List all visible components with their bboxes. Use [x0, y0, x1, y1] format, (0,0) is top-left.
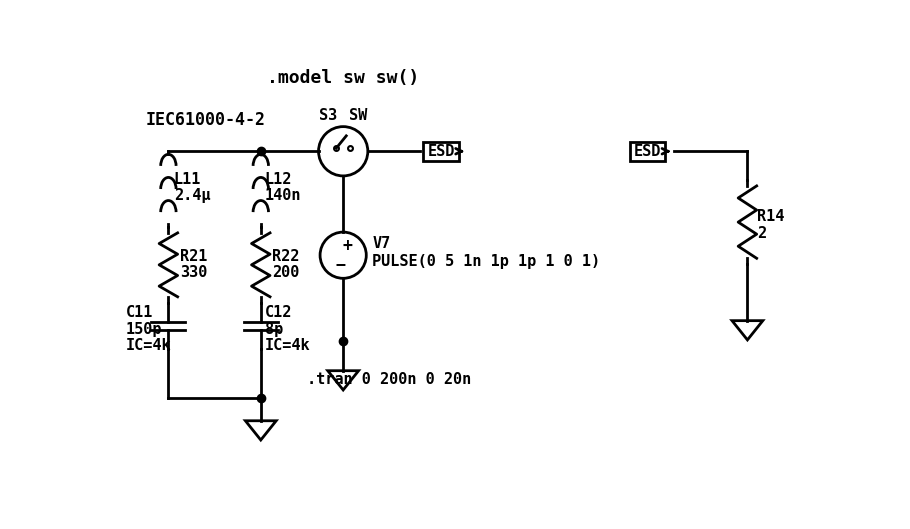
Text: S3: S3 [318, 107, 337, 123]
Text: IC=4k: IC=4k [265, 338, 310, 353]
Text: R21: R21 [180, 249, 207, 264]
Text: C11: C11 [126, 305, 154, 321]
Text: 140n: 140n [265, 188, 301, 203]
Text: 2.4μ: 2.4μ [174, 188, 210, 203]
FancyBboxPatch shape [630, 142, 665, 160]
Text: L11: L11 [174, 172, 201, 187]
Text: .tran 0 200n 0 20n: .tran 0 200n 0 20n [307, 372, 471, 387]
Text: 150p: 150p [126, 322, 163, 338]
FancyBboxPatch shape [423, 142, 459, 160]
Text: 330: 330 [180, 264, 207, 280]
Text: L12: L12 [265, 172, 292, 187]
Text: −: − [336, 256, 346, 273]
Text: IEC61000-4-2: IEC61000-4-2 [146, 112, 266, 130]
Text: ESD: ESD [428, 144, 455, 159]
Text: 200: 200 [272, 264, 299, 280]
Text: C12: C12 [265, 305, 292, 321]
Text: ESD: ESD [633, 144, 661, 159]
Text: R22: R22 [272, 249, 299, 264]
Text: .model sw sw(): .model sw sw() [267, 69, 420, 87]
Text: 2: 2 [756, 226, 766, 241]
Text: SW: SW [349, 107, 368, 123]
Text: R14: R14 [756, 209, 784, 224]
Text: PULSE(0 5 1n 1p 1p 1 0 1): PULSE(0 5 1n 1p 1p 1 0 1) [372, 254, 601, 269]
Text: 8p: 8p [265, 322, 283, 338]
Text: +: + [342, 237, 352, 255]
Text: IC=4k: IC=4k [126, 338, 172, 353]
Text: V7: V7 [372, 236, 390, 251]
